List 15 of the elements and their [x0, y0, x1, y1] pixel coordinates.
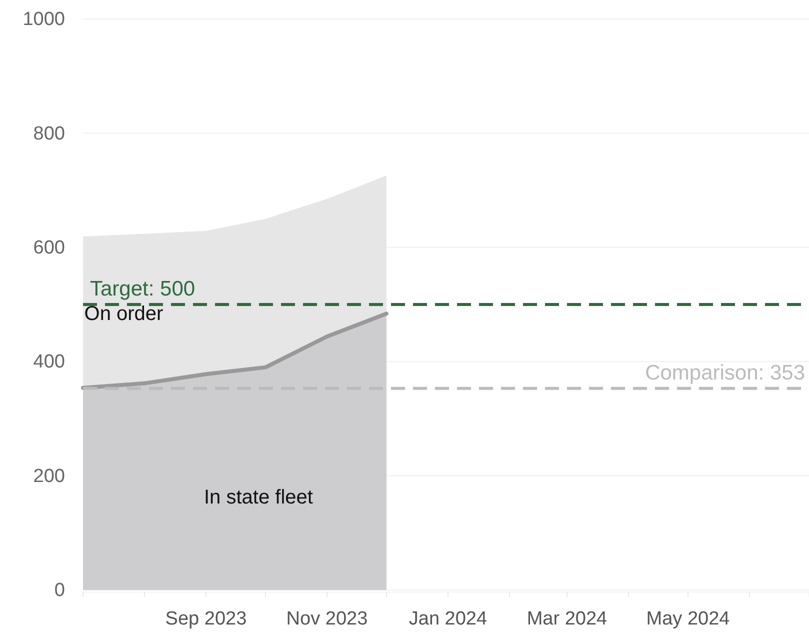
y-tick-label: 400: [33, 352, 65, 373]
series-label: On order: [84, 302, 164, 325]
y-tick-label: 200: [33, 466, 65, 487]
ref-line-label: Comparison: 353: [645, 361, 805, 384]
x-tick-label: Jan 2024: [408, 608, 488, 630]
y-tick-label: 1000: [22, 9, 65, 30]
y-tick-label: 600: [33, 237, 65, 258]
x-tick-label: Mar 2024: [526, 608, 608, 630]
ref-line-label: Target: 500: [90, 278, 196, 300]
series-label: In state fleet: [204, 486, 314, 508]
x-tick-label: Nov 2023: [286, 608, 368, 630]
x-tick-label: Sep 2023: [165, 608, 247, 630]
y-tick-label: 800: [33, 123, 65, 144]
y-tick-label: 0: [54, 580, 65, 602]
x-tick-label: May 2024: [646, 608, 730, 630]
